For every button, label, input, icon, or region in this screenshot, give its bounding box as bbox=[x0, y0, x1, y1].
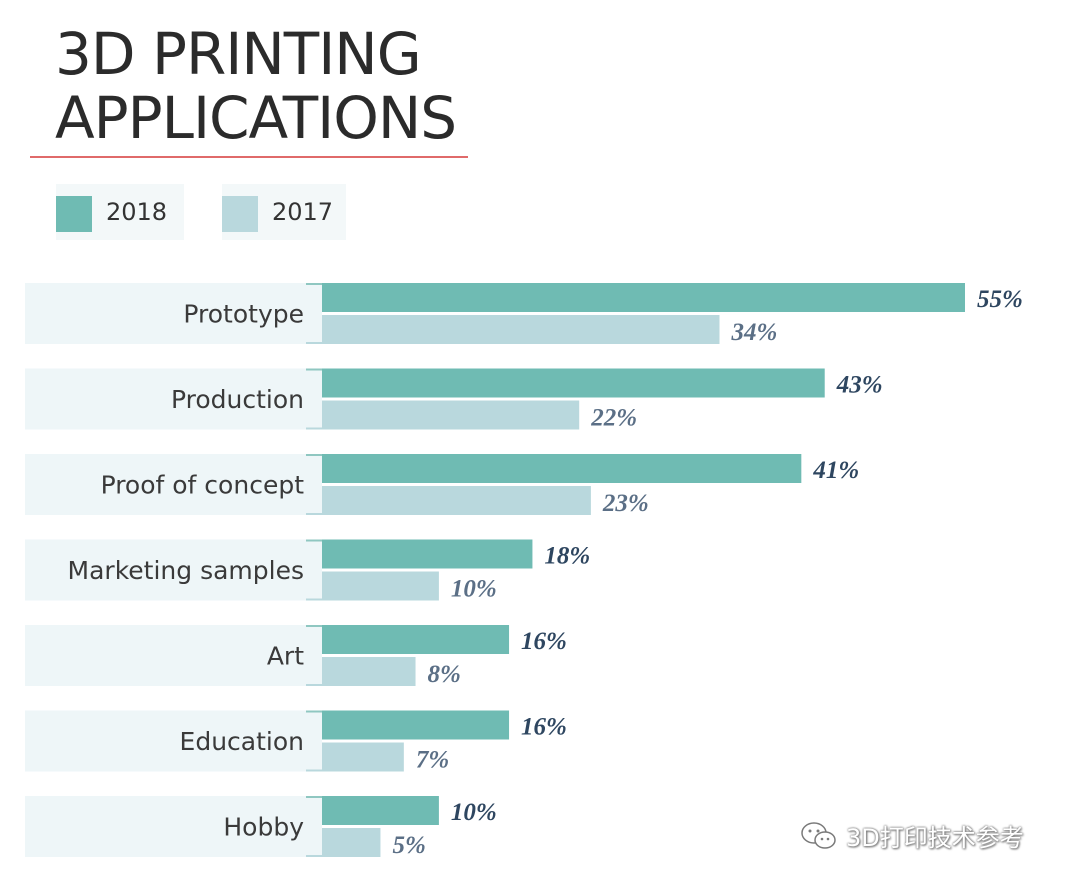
category-label-prototype: Prototype bbox=[183, 300, 304, 329]
category-band-art bbox=[25, 625, 322, 686]
category-band-hobby bbox=[25, 796, 322, 857]
category-band-prototype bbox=[25, 283, 322, 344]
category-band-proof-of-concept bbox=[25, 454, 322, 515]
value-label-2018-education: 16% bbox=[521, 714, 567, 741]
value-label-2018-marketing-samples: 18% bbox=[544, 543, 590, 570]
title-line-2: APPLICATIONS bbox=[55, 84, 457, 152]
bar-2018-production bbox=[322, 368, 825, 398]
category-label-production: Production bbox=[171, 385, 304, 414]
legend-label-2017: 2017 bbox=[272, 198, 334, 226]
wechat-icon bbox=[801, 821, 836, 849]
value-label-2017-education: 7% bbox=[416, 747, 449, 774]
value-label-2018-production: 43% bbox=[836, 372, 883, 399]
bar-2017-art bbox=[322, 657, 416, 686]
legend-item-2017: 2017 bbox=[222, 184, 346, 240]
watermark: 3D打印技术参考 bbox=[800, 818, 1024, 853]
legend-swatch-2018 bbox=[56, 196, 92, 232]
category-label-education: Education bbox=[180, 727, 304, 756]
bar-2017-prototype bbox=[322, 315, 720, 344]
legend-swatch-2017 bbox=[222, 196, 258, 232]
watermark-text: 3D打印技术参考 bbox=[846, 824, 1024, 852]
value-label-2017-art: 8% bbox=[428, 661, 461, 688]
bar-2018-education bbox=[322, 710, 510, 740]
bar-2017-marketing-samples bbox=[322, 571, 439, 601]
value-label-2017-marketing-samples: 10% bbox=[451, 576, 497, 603]
bar-2017-hobby bbox=[322, 828, 381, 857]
value-label-2017-prototype: 34% bbox=[730, 319, 777, 346]
bar-2018-art bbox=[322, 625, 510, 654]
category-label-art: Art bbox=[267, 642, 304, 671]
bar-2018-prototype bbox=[322, 283, 965, 312]
title-underline bbox=[30, 156, 468, 158]
page-title: 3D PRINTING APPLICATIONS bbox=[55, 20, 457, 152]
value-label-2017-hobby: 5% bbox=[392, 832, 425, 859]
value-label-2018-prototype: 55% bbox=[977, 286, 1023, 313]
category-label-marketing-samples: Marketing samples bbox=[68, 556, 304, 585]
value-label-2017-proof-of-concept: 23% bbox=[602, 490, 649, 517]
bar-2018-marketing-samples bbox=[322, 539, 533, 569]
category-label-proof-of-concept: Proof of concept bbox=[101, 471, 305, 500]
legend-item-2018: 2018 bbox=[56, 184, 184, 240]
title-line-1: 3D PRINTING bbox=[55, 20, 422, 88]
bar-2018-proof-of-concept bbox=[322, 454, 802, 483]
category-label-hobby: Hobby bbox=[223, 813, 304, 842]
value-label-2018-proof-of-concept: 41% bbox=[812, 457, 859, 484]
value-label-2017-production: 22% bbox=[590, 405, 637, 432]
category-band-education bbox=[25, 710, 322, 772]
category-band-production bbox=[25, 368, 322, 430]
category-band-marketing-samples bbox=[25, 539, 322, 601]
value-label-2018-art: 16% bbox=[521, 628, 567, 655]
legend-label-2018: 2018 bbox=[106, 198, 168, 226]
bar-2018-hobby bbox=[322, 796, 439, 825]
bar-2017-proof-of-concept bbox=[322, 486, 591, 515]
bar-2017-education bbox=[322, 742, 404, 772]
bar-2017-production bbox=[322, 400, 580, 430]
value-label-2018-hobby: 10% bbox=[451, 799, 497, 826]
